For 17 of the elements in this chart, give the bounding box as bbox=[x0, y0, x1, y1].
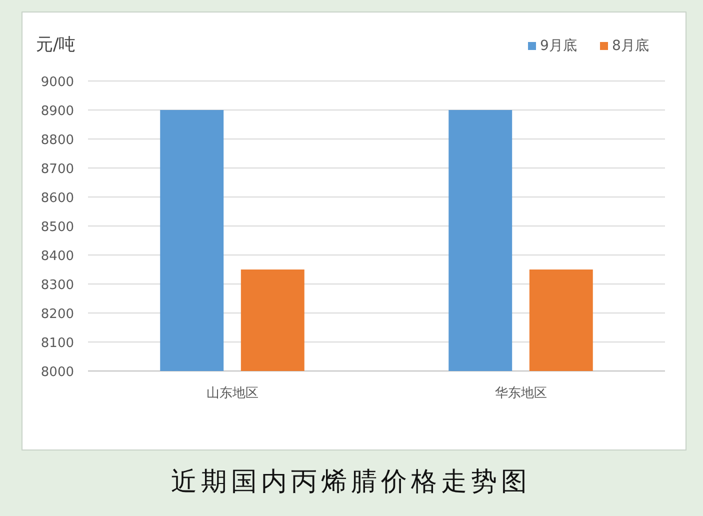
y-tick-label: 8100 bbox=[40, 336, 74, 351]
x-tick-label: 山东地区 bbox=[206, 386, 258, 401]
y-tick-label: 8500 bbox=[40, 220, 74, 235]
x-tick-label: 华东地区 bbox=[494, 386, 547, 401]
text: 近期国内丙烯腈价格走势图 bbox=[171, 467, 531, 497]
y-tick-label: 8600 bbox=[40, 191, 74, 206]
y-tick-label: 8900 bbox=[40, 104, 74, 119]
y-tick-label: 8200 bbox=[40, 307, 74, 322]
y-tick-label: 9000 bbox=[40, 75, 74, 90]
y-tick-label: 8000 bbox=[40, 365, 74, 380]
y-tick-label: 8400 bbox=[40, 249, 74, 264]
legend-label: 9月底 bbox=[540, 38, 577, 54]
y-axis-title: 元/吨 bbox=[36, 35, 76, 55]
y-tick-label: 8300 bbox=[40, 278, 74, 293]
y-tick-label: 8700 bbox=[40, 162, 74, 177]
y-tick-label: 8800 bbox=[40, 133, 74, 148]
legend-label: 8月底 bbox=[612, 38, 649, 54]
